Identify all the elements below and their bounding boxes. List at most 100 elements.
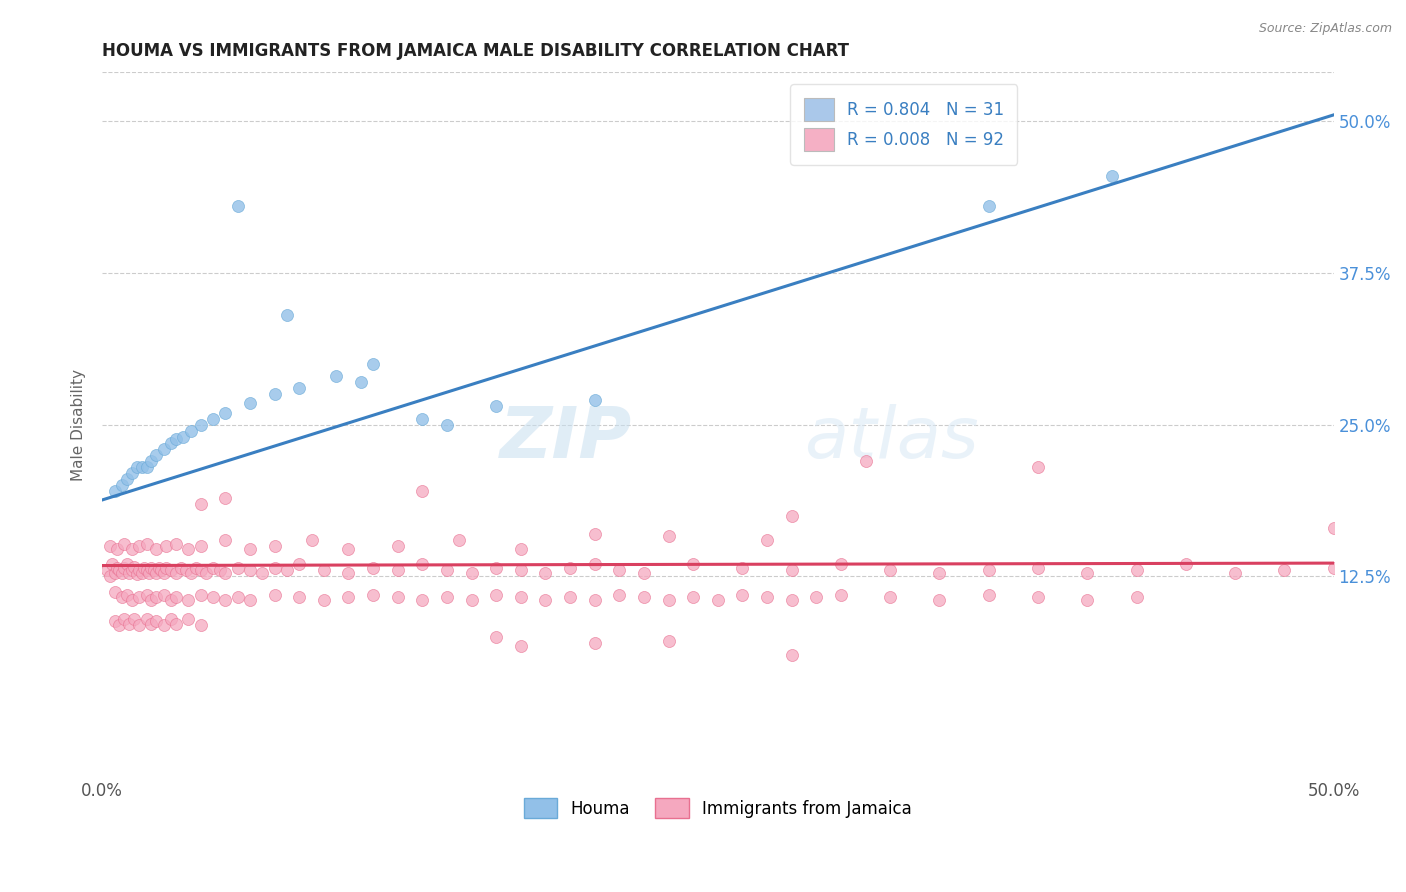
Point: [165, 566, 187, 580]
Point: [558, 590, 581, 604]
Point: [276, 309, 298, 323]
Point: [658, 529, 681, 543]
Point: [830, 558, 852, 572]
Point: [148, 561, 170, 575]
Point: [1322, 561, 1344, 575]
Point: [115, 558, 138, 572]
Point: [118, 616, 141, 631]
Point: [122, 612, 145, 626]
Point: [263, 588, 285, 602]
Point: [145, 590, 167, 604]
Point: [180, 424, 202, 438]
Point: [190, 539, 212, 553]
Point: [160, 435, 183, 450]
Point: [1076, 566, 1098, 580]
Point: [128, 539, 150, 553]
Point: [509, 590, 531, 604]
Point: [387, 539, 409, 553]
Point: [1125, 563, 1147, 577]
Point: [806, 590, 828, 604]
Point: [301, 533, 323, 547]
Point: [411, 484, 433, 499]
Point: [172, 430, 194, 444]
Point: [239, 541, 262, 556]
Point: [337, 590, 360, 604]
Point: [1223, 566, 1246, 580]
Point: [112, 612, 135, 626]
Point: [190, 588, 212, 602]
Point: [879, 590, 901, 604]
Point: [194, 566, 217, 580]
Point: [263, 387, 285, 401]
Point: [112, 536, 135, 550]
Point: [226, 199, 249, 213]
Point: [125, 567, 148, 582]
Point: [111, 566, 134, 580]
Point: [135, 588, 157, 602]
Point: [1076, 592, 1098, 607]
Point: [288, 590, 311, 604]
Point: [485, 400, 508, 414]
Text: ZIP: ZIP: [499, 404, 631, 474]
Point: [160, 592, 183, 607]
Point: [135, 612, 157, 626]
Point: [731, 588, 754, 602]
Point: [165, 432, 187, 446]
Point: [1272, 563, 1295, 577]
Point: [170, 561, 193, 575]
Point: [411, 592, 433, 607]
Point: [202, 590, 225, 604]
Point: [1026, 590, 1049, 604]
Point: [121, 592, 143, 607]
Point: [361, 357, 384, 371]
Point: [155, 539, 177, 553]
Point: [1101, 169, 1123, 183]
Point: [361, 588, 384, 602]
Point: [152, 442, 174, 456]
Point: [141, 616, 163, 631]
Point: [534, 592, 557, 607]
Point: [707, 592, 730, 607]
Point: [731, 561, 754, 575]
Point: [325, 369, 347, 384]
Point: [312, 592, 335, 607]
Point: [350, 375, 373, 389]
Point: [633, 590, 655, 604]
Point: [583, 393, 606, 408]
Point: [756, 590, 779, 604]
Point: [177, 541, 200, 556]
Point: [128, 590, 150, 604]
Point: [190, 618, 212, 632]
Point: [509, 563, 531, 577]
Point: [214, 566, 236, 580]
Point: [160, 563, 183, 577]
Point: [142, 563, 165, 577]
Text: HOUMA VS IMMIGRANTS FROM JAMAICA MALE DISABILITY CORRELATION CHART: HOUMA VS IMMIGRANTS FROM JAMAICA MALE DI…: [103, 42, 849, 60]
Point: [977, 563, 1000, 577]
Point: [103, 615, 125, 629]
Point: [111, 590, 134, 604]
Point: [152, 618, 174, 632]
Point: [449, 533, 471, 547]
Point: [165, 536, 187, 550]
Point: [226, 561, 249, 575]
Point: [98, 539, 121, 553]
Point: [111, 478, 134, 492]
Point: [145, 448, 167, 462]
Point: [160, 612, 183, 626]
Point: [202, 561, 225, 575]
Point: [780, 508, 803, 523]
Point: [658, 592, 681, 607]
Point: [288, 381, 311, 395]
Point: [121, 563, 143, 577]
Point: [337, 541, 360, 556]
Point: [239, 396, 262, 410]
Point: [103, 585, 125, 599]
Point: [977, 588, 1000, 602]
Text: Source: ZipAtlas.com: Source: ZipAtlas.com: [1258, 22, 1392, 36]
Point: [214, 533, 236, 547]
Point: [387, 590, 409, 604]
Point: [633, 566, 655, 580]
Point: [115, 472, 138, 486]
Legend: Houma, Immigrants from Jamaica: Houma, Immigrants from Jamaica: [517, 791, 918, 825]
